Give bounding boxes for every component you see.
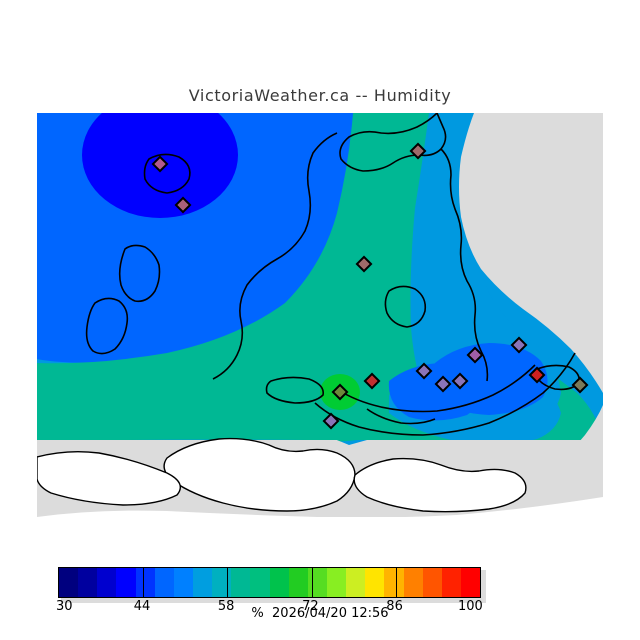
inland-lake-west-2 xyxy=(85,297,129,355)
humidity-map[interactable] xyxy=(37,113,603,545)
station-marker[interactable] xyxy=(363,372,381,390)
colorbar: 30 44 58 72 86 100 xyxy=(56,567,486,614)
coast-north-island xyxy=(339,113,447,172)
colorbar-tick-label: 44 xyxy=(133,599,151,614)
lower-white-strip xyxy=(37,517,603,545)
colorbar-tick-label: 72 xyxy=(302,599,319,614)
colorbar-tick-line xyxy=(395,567,397,598)
colorbar-swatch xyxy=(307,568,327,597)
colorbar-swatch xyxy=(460,568,481,597)
station-marker[interactable] xyxy=(331,383,349,401)
inland-lake-west xyxy=(118,244,161,303)
colorbar-swatch xyxy=(384,568,404,597)
colorbar-swatch xyxy=(441,568,461,597)
colorbar-swatch xyxy=(135,568,155,597)
station-marker[interactable] xyxy=(434,375,452,393)
station-markers[interactable] xyxy=(151,142,589,430)
colorbar-swatch xyxy=(326,568,347,597)
colorbar-swatch xyxy=(116,568,136,597)
colorbar-tick-label: 58 xyxy=(217,599,235,614)
station-marker[interactable] xyxy=(510,336,528,354)
station-marker[interactable] xyxy=(415,362,433,380)
colorbar-tick-label: 100 xyxy=(458,599,483,614)
colorbar-swatch xyxy=(422,568,442,597)
colorbar-swatch xyxy=(231,568,251,597)
coast-small-bay xyxy=(366,408,436,425)
colorbar-swatch xyxy=(346,568,366,597)
station-marker[interactable] xyxy=(174,196,192,214)
colorbar-caption: % 2026/04/20 12:56 xyxy=(251,606,389,621)
colorbar-swatch xyxy=(365,568,385,597)
station-marker[interactable] xyxy=(571,376,589,394)
colorbar-ticks: 30 44 58 72 86 100 xyxy=(56,598,483,616)
station-marker[interactable] xyxy=(151,155,169,173)
page-title: VictoriaWeather.ca -- Humidity xyxy=(188,86,452,105)
colorbar-swatch xyxy=(269,568,289,597)
colorbar-swatch xyxy=(97,568,117,597)
station-marker[interactable] xyxy=(322,412,340,430)
station-marker[interactable] xyxy=(451,372,469,390)
colorbar-swatch xyxy=(288,568,308,597)
colorbar-swatch xyxy=(78,568,98,597)
inland-lake-south xyxy=(265,376,325,404)
colorbar-swatch xyxy=(250,568,270,597)
out-of-domain-region xyxy=(37,437,603,545)
inland-lake-east xyxy=(384,285,427,328)
land-northeast xyxy=(459,113,603,393)
station-marker[interactable] xyxy=(528,366,546,384)
inland-lake-north xyxy=(143,153,191,194)
coast-west-inlet xyxy=(212,132,338,380)
colorbar-tick-label: 30 xyxy=(56,599,73,614)
colorbar-swatch xyxy=(212,568,232,597)
colorbar-tick-line xyxy=(227,567,229,598)
peninsula-far-west xyxy=(37,450,181,506)
peninsula-east xyxy=(353,457,527,513)
colorbar-tick-label: 86 xyxy=(386,599,403,614)
colorbar-tick-line xyxy=(143,567,145,598)
colorbar-gradient xyxy=(58,567,481,598)
coast-strait-south xyxy=(314,352,576,436)
coast-strait-north xyxy=(336,364,536,413)
colorbar-swatch xyxy=(192,568,213,597)
map-canvas xyxy=(37,113,603,545)
station-marker[interactable] xyxy=(466,346,484,364)
station-marker[interactable] xyxy=(355,255,373,273)
colorbar-swatch xyxy=(403,568,423,597)
colorbar-swatch xyxy=(59,568,79,597)
coast-east-mainland xyxy=(440,148,489,382)
lower-white-blend xyxy=(37,497,603,518)
colorbar-tick-line xyxy=(311,567,313,598)
colorbar-swatch xyxy=(154,568,174,597)
station-marker[interactable] xyxy=(409,142,427,160)
colorbar-swatch xyxy=(173,568,193,597)
